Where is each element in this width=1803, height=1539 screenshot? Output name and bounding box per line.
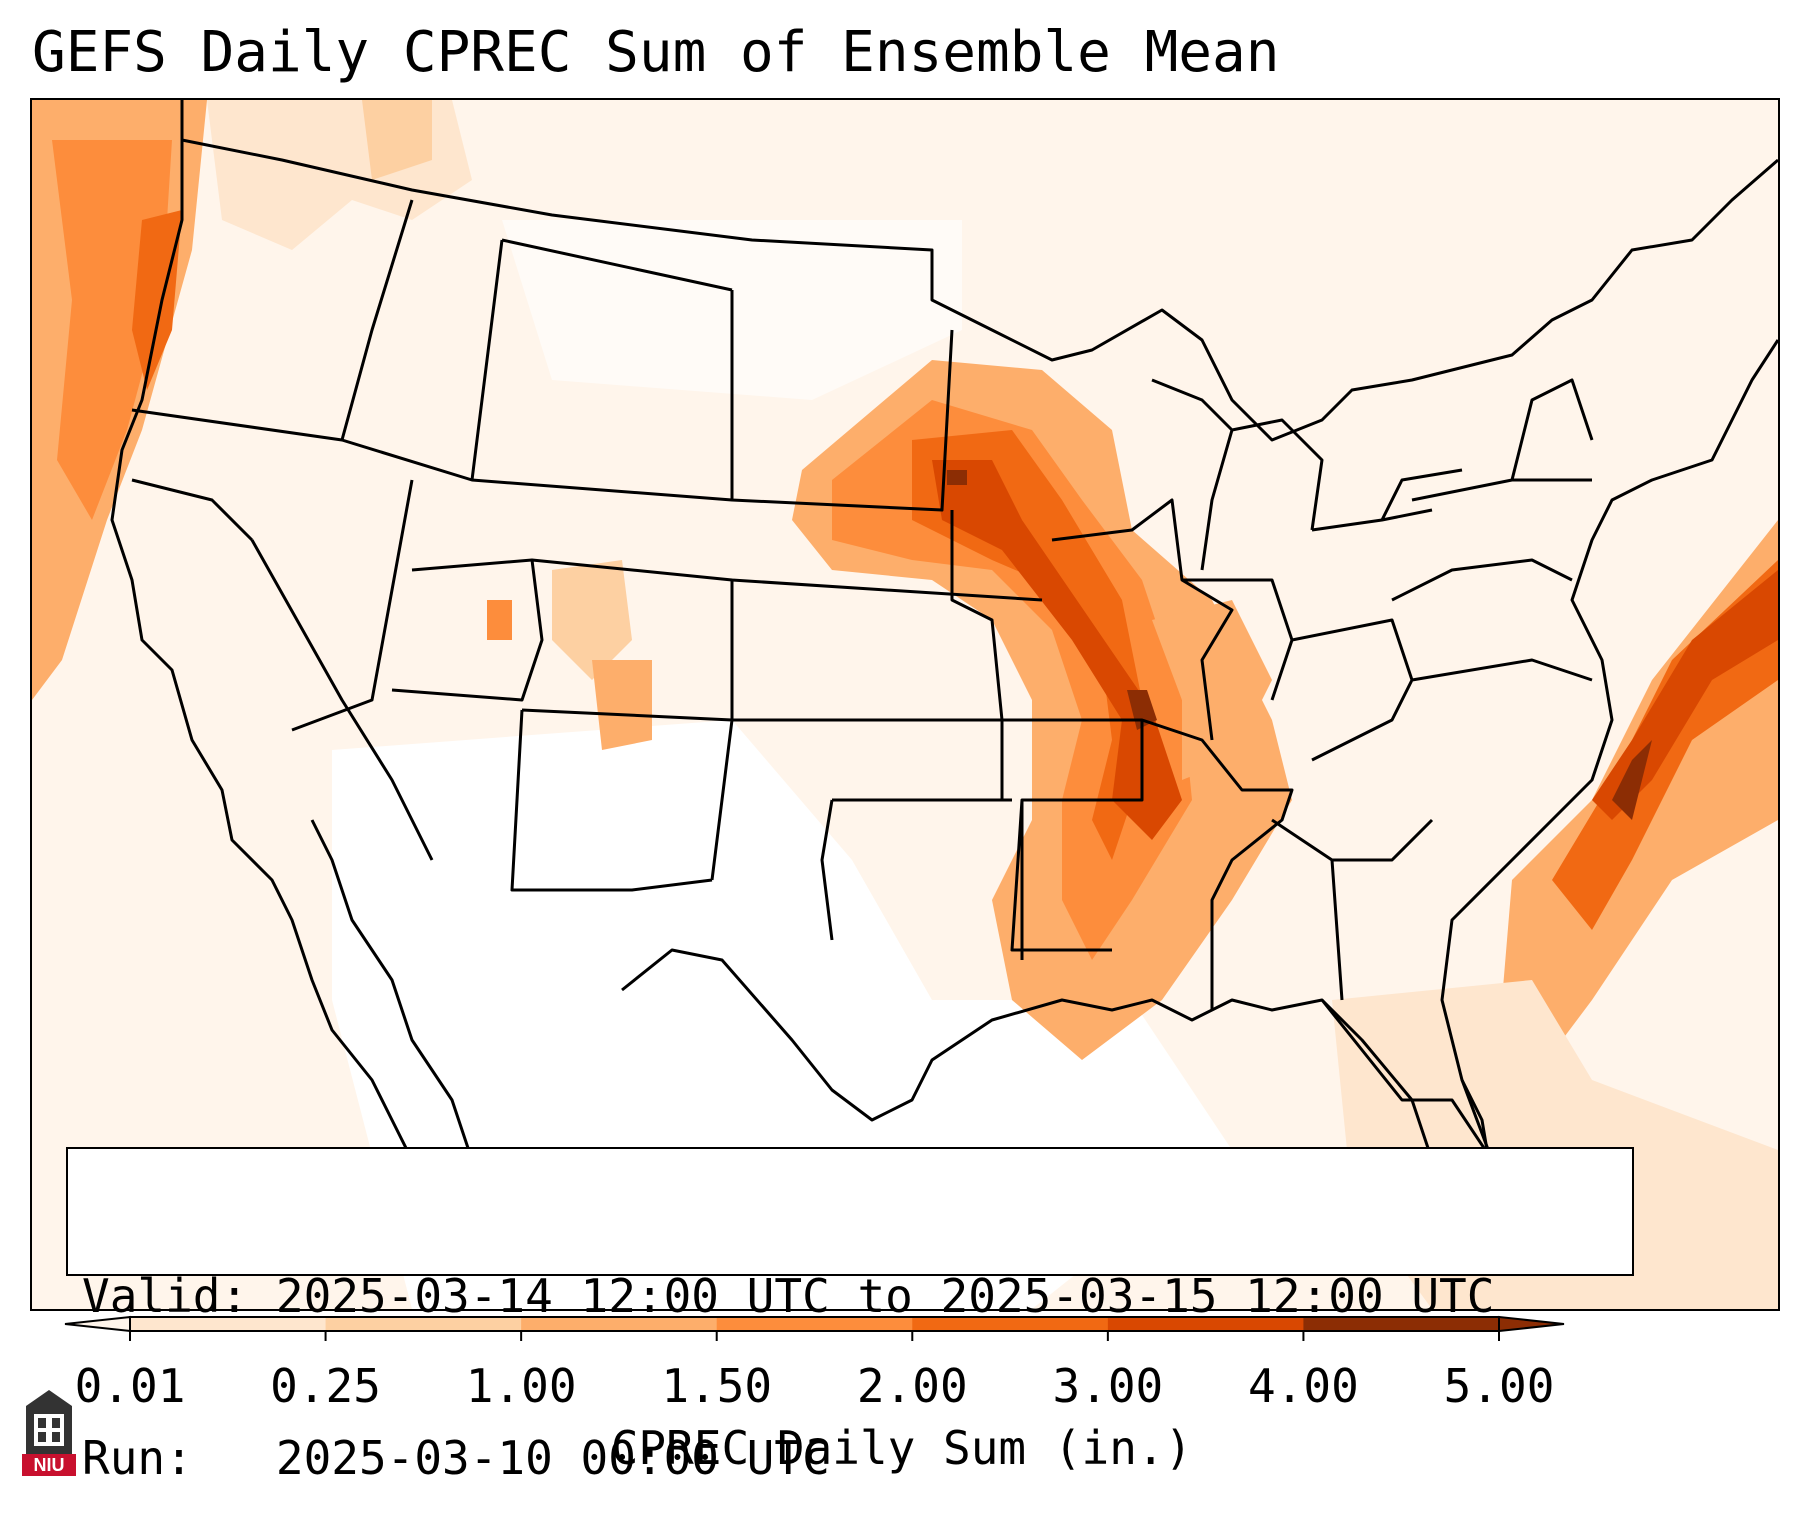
valid-line: Valid: 2025-03-14 12:00 UTC to 2025-03-1… bbox=[82, 1269, 1618, 1323]
precip-spot-utah-core bbox=[487, 600, 512, 640]
precip-band-atlantic-peak bbox=[1612, 740, 1652, 820]
state-lines-west bbox=[131, 199, 1043, 892]
run-label: Run: bbox=[82, 1431, 193, 1485]
colorbar-segment bbox=[1303, 1317, 1500, 1331]
niu-logo: NIU bbox=[22, 1390, 76, 1476]
colorbar-tick-label: 2.00 bbox=[856, 1359, 968, 1413]
valid-label: Valid: bbox=[82, 1269, 249, 1323]
west-coast bbox=[110, 100, 454, 1251]
precip-spot-utah bbox=[552, 560, 632, 680]
niu-logo-text: NIU bbox=[34, 1455, 65, 1475]
precipitation-map bbox=[32, 100, 1778, 1309]
map-title: GEFS Daily CPREC Sum of Ensemble Mean bbox=[32, 20, 1280, 85]
state-lines-central bbox=[732, 510, 1294, 1010]
colorbar-segment bbox=[716, 1317, 913, 1331]
colorbar-label: CPREC Daily Sum (in.) bbox=[610, 1421, 1193, 1475]
us-canada-border bbox=[181, 138, 1778, 442]
colorbar-tick-label: 1.00 bbox=[465, 1359, 577, 1413]
colorbar-tick-label: 0.01 bbox=[74, 1359, 186, 1413]
colorbar-segment bbox=[325, 1317, 522, 1331]
colorbar-tick-label: 4.00 bbox=[1248, 1359, 1359, 1413]
colorbar-outline bbox=[129, 1316, 1500, 1332]
state-lines-east bbox=[1051, 378, 1594, 1001]
precip-band-central-core bbox=[912, 430, 1142, 860]
precip-band-pacific-nw-inner bbox=[132, 210, 182, 390]
run-line: Run: 2025-03-10 00:00 UTC bbox=[82, 1431, 1618, 1485]
colorbar-tick-label: 1.50 bbox=[661, 1359, 773, 1413]
gulf-coast bbox=[621, 948, 1494, 1161]
colorbar-segment bbox=[912, 1317, 1109, 1331]
colorbar-extend-high bbox=[1498, 1315, 1565, 1333]
colorbar bbox=[64, 1315, 1565, 1341]
boundaries bbox=[110, 100, 1778, 1251]
run-value: 2025-03-10 00:00 UTC bbox=[275, 1431, 830, 1485]
colorbar-extend-low bbox=[64, 1315, 131, 1333]
precip-band-ohio-valley bbox=[1152, 600, 1272, 780]
precip-spot-colorado bbox=[592, 660, 652, 750]
precip-band-northwest-3 bbox=[362, 100, 432, 180]
colorbar-segment bbox=[521, 1317, 718, 1331]
precip-band-central-peak-2 bbox=[947, 470, 967, 485]
precip-band-central-inner bbox=[932, 460, 1182, 840]
colorbar-tick-label: 0.25 bbox=[270, 1359, 381, 1413]
baja-coast bbox=[310, 819, 474, 1161]
colorbar-tick-label: 5.00 bbox=[1443, 1359, 1555, 1413]
colorbar-tick-label: 3.00 bbox=[1052, 1359, 1164, 1413]
valid-value: 2025-03-14 12:00 UTC to 2025-03-15 12:00… bbox=[275, 1269, 1495, 1323]
valid-run-info-box: Valid: 2025-03-14 12:00 UTC to 2025-03-1… bbox=[66, 1147, 1634, 1485]
precip-shading bbox=[32, 100, 1778, 1309]
east-coast bbox=[1440, 339, 1778, 1161]
colorbar-segment bbox=[130, 1317, 327, 1331]
colorbar-segment bbox=[1107, 1317, 1304, 1331]
map-panel bbox=[30, 98, 1780, 1311]
great-lakes bbox=[1151, 378, 1463, 571]
